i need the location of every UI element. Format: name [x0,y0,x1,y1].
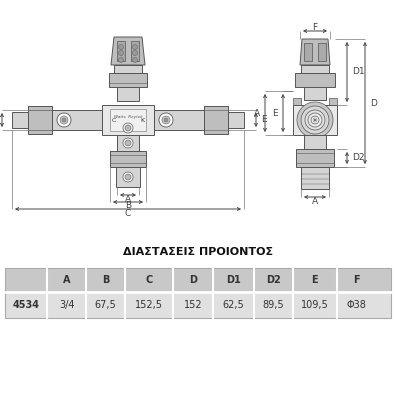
Circle shape [162,116,170,124]
Bar [5,268,391,318]
Text: 89,5: 89,5 [263,300,284,310]
Bar [228,112,244,128]
Circle shape [308,113,322,127]
Bar [110,151,146,167]
Text: A: A [125,194,131,204]
Bar [304,87,326,100]
Polygon shape [111,37,145,65]
Circle shape [125,174,131,180]
Bar [131,41,139,61]
Text: F: F [353,275,360,285]
Bar [102,105,154,135]
Circle shape [118,50,124,56]
Bar [293,105,337,135]
Bar [52,110,102,130]
Text: A: A [254,108,260,118]
Circle shape [123,123,133,133]
Text: Watts  Reytek: Watts Reytek [114,115,142,119]
Bar [304,43,312,61]
Circle shape [133,44,137,50]
Text: B: B [102,275,109,285]
Bar [296,149,334,167]
Text: E: E [261,116,267,124]
Text: D2: D2 [266,275,281,285]
Bar [329,98,337,106]
Text: B: B [125,202,131,210]
Circle shape [164,118,168,122]
Text: E: E [272,108,278,118]
Bar [204,106,228,134]
Bar [318,43,326,61]
Circle shape [133,58,137,62]
Bar [295,73,335,87]
Text: 152: 152 [184,300,202,310]
Circle shape [125,140,131,146]
Text: D2: D2 [352,154,364,162]
Bar [12,112,28,128]
Bar [28,106,52,134]
Text: C: C [125,208,131,218]
Circle shape [60,116,68,124]
Circle shape [297,102,333,138]
Bar [117,135,139,151]
Circle shape [133,50,137,56]
Text: A: A [312,196,318,206]
Bar [114,65,142,73]
Circle shape [125,125,131,131]
Bar [5,292,391,318]
Text: 3/4: 3/4 [59,300,74,310]
Circle shape [313,118,317,122]
Circle shape [118,44,124,50]
Circle shape [62,118,66,122]
Text: F: F [312,22,318,32]
Text: C: C [145,275,152,285]
Bar [301,65,329,73]
Text: D: D [370,98,377,108]
Text: C: C [112,118,116,122]
Circle shape [57,113,71,127]
Circle shape [314,119,316,121]
Circle shape [301,106,329,134]
Bar [117,87,139,101]
Text: Φ38: Φ38 [346,300,366,310]
Circle shape [311,116,319,124]
Bar [293,98,301,106]
Text: 62,5: 62,5 [223,300,245,310]
Bar [301,167,329,189]
Text: D: D [189,275,197,285]
Bar [154,110,204,130]
Polygon shape [300,39,330,65]
Text: 152,5: 152,5 [135,300,163,310]
Bar [5,268,391,292]
Circle shape [118,58,124,62]
Bar [116,167,140,187]
Text: 109,5: 109,5 [301,300,329,310]
Text: D1: D1 [227,275,241,285]
Bar [304,135,326,149]
Circle shape [123,172,133,182]
Bar [117,41,125,61]
Text: ΔΙΑΣΤΑΣΕΙΣ ΠΡΟΙΟΝΤΟΣ: ΔΙΑΣΤΑΣΕΙΣ ΠΡΟΙΟΝΤΟΣ [123,247,273,257]
Text: A: A [63,275,70,285]
Circle shape [305,110,325,130]
Circle shape [159,113,173,127]
Text: 4534: 4534 [13,300,40,310]
Bar [109,73,147,87]
Text: D1: D1 [352,68,365,76]
Text: 67,5: 67,5 [95,300,116,310]
Circle shape [123,138,133,148]
Text: E: E [311,275,318,285]
Bar [110,109,146,131]
Text: K: K [140,118,144,122]
